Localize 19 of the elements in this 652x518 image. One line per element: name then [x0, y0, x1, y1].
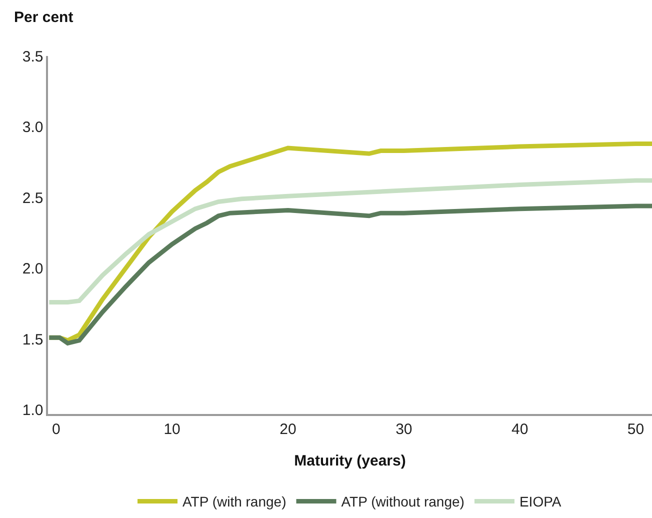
y-axis-title: Per cent	[14, 9, 74, 26]
x-tick-label: 10	[164, 420, 180, 438]
y-tick-label: 2.5	[22, 190, 44, 207]
y-tick-label: 2.0	[22, 260, 44, 278]
x-tick-label: 30	[396, 420, 412, 438]
x-tick-label: 40	[511, 420, 528, 438]
x-axis-title: Maturity (years)	[294, 452, 406, 470]
line-series	[48, 204, 652, 346]
x-tick-label: 0	[52, 420, 60, 438]
x-tick-label: 50	[627, 420, 644, 438]
y-tick-label: 3.0	[22, 119, 44, 136]
line-series	[48, 178, 652, 304]
legend-label: EIOPA	[519, 494, 562, 510]
y-tick-label: 1.5	[22, 331, 44, 348]
legend-label: ATP (with range)	[182, 494, 286, 510]
y-tick-label: 1.0	[22, 402, 44, 419]
x-tick-label: 20	[280, 420, 296, 438]
legend-label: ATP (without range)	[341, 494, 464, 510]
y-tick-label: 3.5	[22, 48, 44, 66]
